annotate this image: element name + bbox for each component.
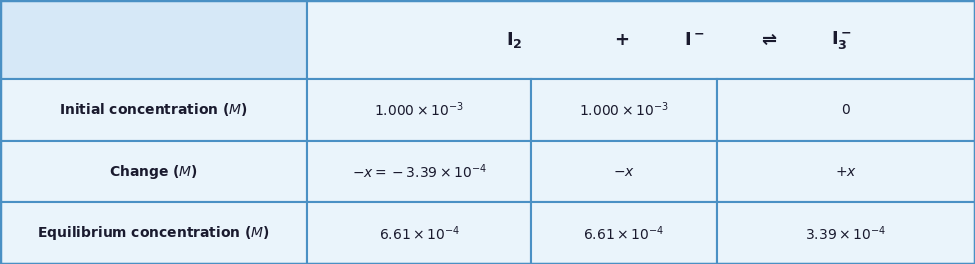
Bar bbox=[0, 79, 307, 141]
Text: $\mathbf{I_2}$: $\mathbf{I_2}$ bbox=[506, 30, 523, 50]
Text: $\mathbf{Equilibrium\ concentration\ (}$$\mathit{M}$$\mathbf{)}$: $\mathbf{Equilibrium\ concentration\ (}$… bbox=[37, 224, 270, 242]
Text: $\mathbf{\rightleftharpoons}$: $\mathbf{\rightleftharpoons}$ bbox=[758, 31, 778, 49]
Text: $+x$: $+x$ bbox=[835, 164, 857, 179]
Text: $6.61 \times 10^{-4}$: $6.61 \times 10^{-4}$ bbox=[378, 224, 460, 243]
Bar bbox=[307, 0, 975, 79]
Text: $\mathbf{Change\ (}$$\mathit{M}$$\mathbf{)}$: $\mathbf{Change\ (}$$\mathit{M}$$\mathbf… bbox=[109, 163, 198, 181]
Text: $1.000 \times 10^{-3}$: $1.000 \times 10^{-3}$ bbox=[374, 101, 464, 119]
Bar bbox=[717, 202, 975, 264]
Bar bbox=[531, 79, 717, 141]
Bar bbox=[307, 141, 531, 202]
Text: $1.000 \times 10^{-3}$: $1.000 \times 10^{-3}$ bbox=[579, 101, 669, 119]
Text: $\mathbf{Initial\ concentration\ (}$$\mathit{M}$$\mathbf{)}$: $\mathbf{Initial\ concentration\ (}$$\ma… bbox=[59, 101, 248, 119]
Bar bbox=[0, 141, 307, 202]
Bar bbox=[531, 141, 717, 202]
Bar bbox=[307, 202, 531, 264]
Text: $\mathbf{I^-}$: $\mathbf{I^-}$ bbox=[684, 31, 705, 49]
Text: $\mathbf{I_3^-}$: $\mathbf{I_3^-}$ bbox=[831, 29, 851, 51]
Bar bbox=[717, 79, 975, 141]
Text: $6.61 \times 10^{-4}$: $6.61 \times 10^{-4}$ bbox=[583, 224, 665, 243]
Text: $-x = -3.39 \times 10^{-4}$: $-x = -3.39 \times 10^{-4}$ bbox=[352, 162, 487, 181]
Bar bbox=[717, 141, 975, 202]
Text: $0$: $0$ bbox=[840, 103, 851, 117]
Bar bbox=[0, 202, 307, 264]
Bar bbox=[531, 202, 717, 264]
Text: $3.39 \times 10^{-4}$: $3.39 \times 10^{-4}$ bbox=[805, 224, 886, 243]
Text: $\mathbf{+}$: $\mathbf{+}$ bbox=[614, 31, 629, 49]
Bar bbox=[307, 79, 531, 141]
Text: $-x$: $-x$ bbox=[613, 164, 635, 179]
Bar bbox=[0, 0, 307, 79]
